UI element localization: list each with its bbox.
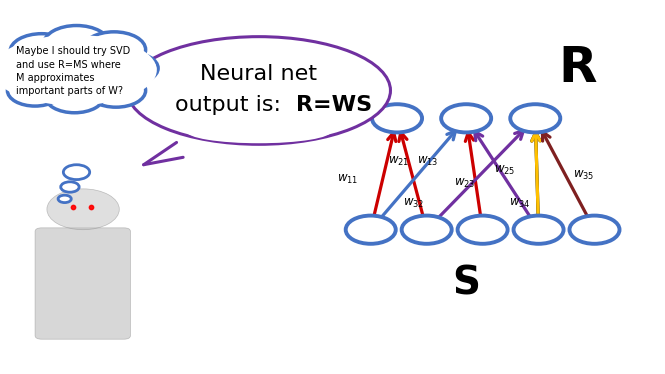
FancyBboxPatch shape	[35, 228, 130, 339]
Text: $w_{23}$: $w_{23}$	[454, 177, 475, 190]
Circle shape	[7, 75, 63, 106]
Circle shape	[441, 104, 491, 132]
Circle shape	[0, 55, 42, 85]
Circle shape	[458, 215, 507, 244]
Circle shape	[63, 165, 90, 180]
Text: output is:: output is:	[175, 95, 288, 115]
Circle shape	[58, 195, 71, 203]
Circle shape	[86, 74, 146, 107]
Text: S: S	[452, 264, 480, 303]
Circle shape	[47, 189, 119, 230]
Circle shape	[346, 215, 396, 244]
Text: $w_{32}$: $w_{32}$	[403, 197, 424, 210]
Text: $w_{34}$: $w_{34}$	[509, 197, 531, 210]
Circle shape	[10, 34, 73, 69]
Ellipse shape	[186, 120, 331, 143]
Circle shape	[82, 32, 146, 67]
Text: Neural net: Neural net	[200, 64, 317, 84]
Text: Maybe I should try SVD
and use R=MS where
M approximates
important parts of W?: Maybe I should try SVD and use R=MS wher…	[16, 46, 130, 96]
Text: $w_{11}$: $w_{11}$	[337, 173, 358, 186]
Text: $w_{25}$: $w_{25}$	[493, 164, 515, 177]
Ellipse shape	[127, 37, 390, 144]
Text: R: R	[559, 44, 597, 92]
Text: $w_{35}$: $w_{35}$	[573, 169, 594, 183]
Circle shape	[372, 104, 422, 132]
Circle shape	[44, 25, 110, 62]
Circle shape	[103, 53, 158, 84]
Circle shape	[510, 104, 561, 132]
Circle shape	[61, 182, 79, 192]
Circle shape	[402, 215, 452, 244]
Text: $w_{13}$: $w_{13}$	[418, 154, 439, 168]
Text: $w_{21}$: $w_{21}$	[388, 154, 410, 168]
Circle shape	[45, 79, 104, 113]
Circle shape	[569, 215, 620, 244]
Circle shape	[513, 215, 563, 244]
Ellipse shape	[0, 35, 157, 105]
Text: R=WS: R=WS	[297, 95, 372, 115]
